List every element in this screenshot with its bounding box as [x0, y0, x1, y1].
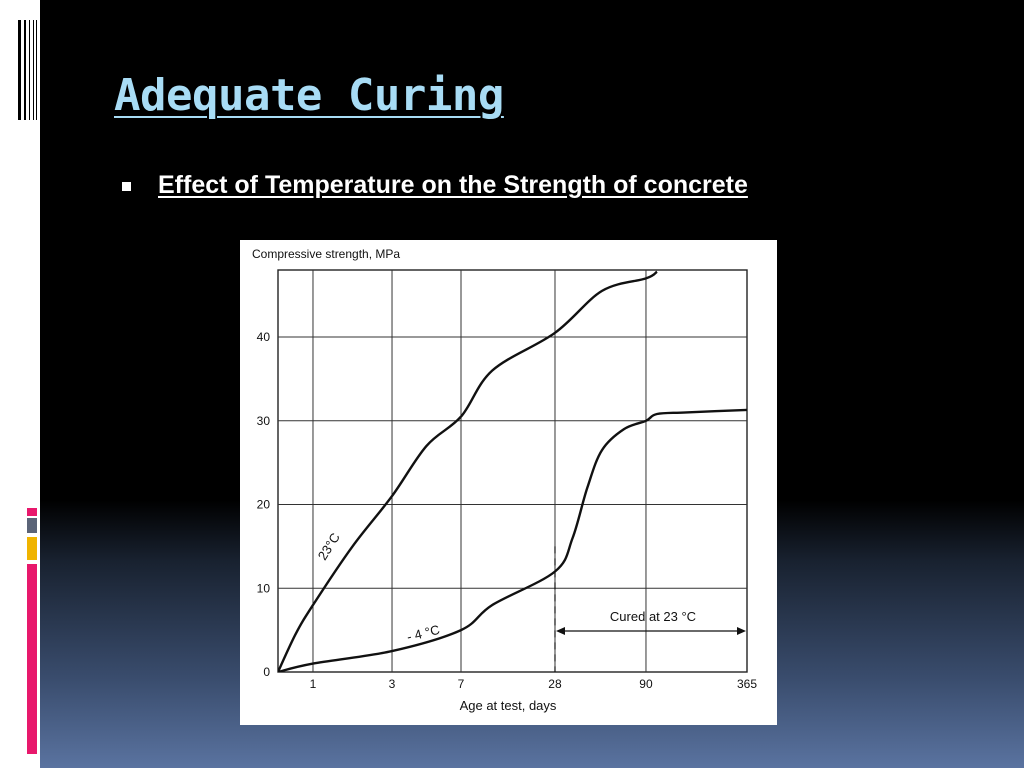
cure-arrow-right-head: [737, 626, 746, 635]
plot-frame: [277, 269, 748, 673]
series-line-warm: [278, 270, 658, 672]
accent-bar-yellow: [27, 537, 37, 560]
accent-bar-red-top: [27, 508, 37, 516]
bullet-square-icon: [122, 182, 131, 191]
cure-arrow-left-head: [555, 626, 565, 635]
series-line-cold: [278, 408, 747, 672]
y-tick-label: 0: [263, 665, 270, 679]
corner-decoration: [18, 20, 37, 120]
y-axis-title: Compressive strength, MPa: [252, 247, 400, 261]
series-label-warm: 23°C: [315, 530, 343, 563]
slide-title: Adequate Curing: [114, 70, 504, 121]
accent-bar-slate: [27, 518, 37, 533]
x-tick-label: 1: [310, 677, 317, 691]
x-tick-label: 3: [389, 677, 396, 691]
accent-bar-red: [27, 564, 37, 754]
x-axis-title: Age at test, days: [460, 698, 557, 713]
x-tick-label: 90: [639, 677, 653, 691]
series-label-cold: - 4 °C: [405, 622, 441, 645]
x-tick-label: 7: [458, 677, 465, 691]
x-tick-label: 365: [737, 677, 757, 691]
x-tick-label: 28: [548, 677, 562, 691]
chart-panel: Compressive strength, MPa Age at test, d…: [240, 240, 777, 725]
y-tick-label: 40: [257, 330, 271, 344]
bullet-text: Effect of Temperature on the Strength of…: [158, 171, 748, 199]
y-tick-label: 20: [257, 498, 271, 512]
y-tick-label: 10: [257, 581, 271, 595]
strength-chart: Compressive strength, MPa Age at test, d…: [252, 247, 757, 713]
cure-annotation-label: Cured at 23 °C: [610, 609, 696, 624]
y-tick-label: 30: [257, 414, 271, 428]
